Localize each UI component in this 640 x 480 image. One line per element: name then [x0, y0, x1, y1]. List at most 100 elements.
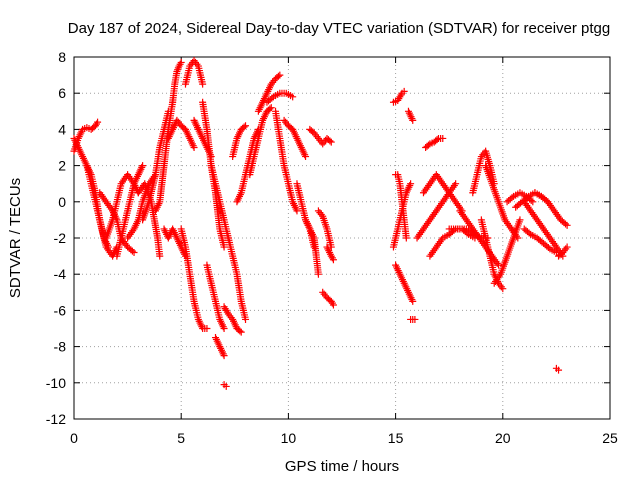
x-tick-label: 0 [70, 430, 78, 446]
data-point [555, 366, 563, 374]
series-arc34 [314, 207, 335, 251]
y-tick-label: -10 [46, 375, 66, 391]
x-tick-label: 15 [388, 430, 404, 446]
data-point [327, 138, 335, 146]
series-arc28 [263, 89, 297, 106]
y-tick-label: -12 [46, 411, 66, 427]
data-point [242, 122, 250, 130]
series-arc9 [139, 107, 172, 224]
y-axis-label: SDTVAR / TECUs [7, 178, 24, 298]
series-arc29 [272, 107, 301, 215]
series-arc56 [531, 189, 571, 229]
data-point [139, 162, 147, 170]
data-point [274, 72, 282, 80]
series-arc40 [392, 261, 417, 305]
series-arc37 [389, 87, 408, 106]
data-point [544, 244, 552, 252]
series-arc10 [151, 98, 177, 215]
series-arc48 [456, 207, 503, 269]
y-tick-label: -2 [54, 230, 67, 246]
data-marks [70, 57, 571, 390]
series-arc18 [203, 261, 228, 332]
data-point [242, 315, 250, 323]
x-tick-label: 25 [602, 430, 618, 446]
series-arc55 [520, 198, 567, 260]
data-point [220, 243, 228, 251]
data-point [409, 297, 417, 305]
series-arc30 [280, 116, 310, 161]
x-axis-label: GPS time / hours [285, 458, 399, 475]
data-point [302, 153, 310, 161]
data-point [452, 180, 460, 188]
y-tick-label: -8 [54, 339, 67, 355]
data-point [400, 87, 408, 95]
series-arc26 [246, 104, 275, 179]
series-arc20 [207, 162, 232, 242]
data-point [293, 207, 301, 215]
series-arc45 [419, 171, 466, 215]
series-arc21 [220, 381, 230, 390]
data-point [240, 123, 248, 131]
data-point [276, 71, 284, 79]
data-point [314, 270, 322, 278]
data-point [563, 221, 571, 229]
series-arc58 [555, 243, 571, 260]
data-point [237, 328, 245, 336]
data-point [563, 243, 571, 251]
series-arc24 [229, 122, 250, 161]
series-arc13 [164, 116, 198, 151]
series-arc32 [302, 216, 322, 278]
data-point [130, 248, 138, 256]
data-point [329, 301, 337, 309]
data-point [203, 325, 211, 332]
series-arc44 [422, 134, 447, 151]
series-arc15 [177, 225, 211, 332]
x-tick-label: 10 [281, 430, 297, 446]
data-point [128, 247, 136, 255]
data-point [190, 144, 198, 151]
data-point [222, 382, 230, 390]
series-arc57 [520, 225, 560, 256]
data-point [177, 58, 185, 66]
series-arc59 [552, 364, 563, 374]
chart-title: Day 187 of 2024, Sidereal Day-to-day VTE… [68, 20, 610, 37]
series-arc23 [224, 234, 250, 323]
data-point [516, 216, 524, 224]
data-point [402, 234, 410, 242]
data-point [411, 315, 419, 323]
series-arc19 [212, 334, 228, 360]
data-point [424, 141, 432, 149]
x-tick-label: 20 [495, 430, 511, 446]
series-arc22 [220, 303, 245, 336]
series-arc27 [254, 71, 284, 115]
series-arc50 [477, 216, 507, 293]
y-tick-label: 4 [58, 121, 66, 137]
series-arc3 [83, 162, 112, 251]
y-tick-label: 0 [58, 194, 66, 210]
data-point [562, 220, 570, 228]
data-point [199, 80, 207, 88]
y-tick-label: 6 [58, 85, 66, 101]
data-point [433, 136, 441, 144]
series-arc2 [70, 118, 102, 155]
grid-lines [74, 57, 610, 419]
series-arc36 [323, 243, 337, 264]
x-tick-label: 5 [177, 430, 185, 446]
y-tick-label: 8 [58, 49, 66, 65]
data-point [94, 118, 102, 126]
data-point [220, 325, 228, 332]
series-arc43 [413, 180, 460, 242]
series-arc53 [503, 189, 537, 206]
data-point [409, 116, 417, 124]
series-arc52 [490, 216, 524, 287]
data-point [220, 352, 228, 360]
data-point [439, 134, 447, 142]
data-point [508, 194, 516, 202]
series-arc8 [134, 180, 164, 260]
series-arc33 [306, 125, 335, 148]
data-point [267, 104, 275, 112]
data-point [407, 180, 415, 188]
data-point [529, 198, 537, 206]
series-arc51 [482, 162, 522, 242]
